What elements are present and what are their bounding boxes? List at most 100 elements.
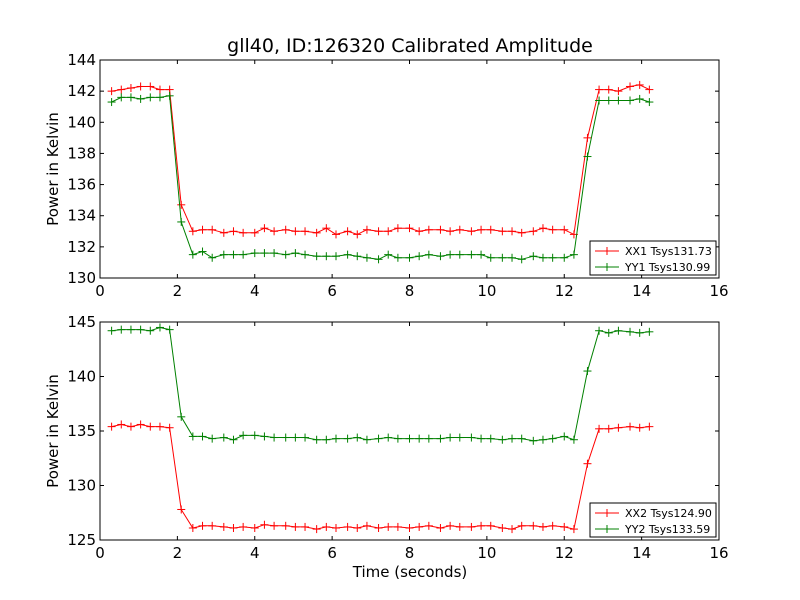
data-point <box>229 227 238 236</box>
data-point <box>250 228 259 237</box>
data-point <box>165 91 174 100</box>
data-point <box>229 524 238 533</box>
data-point <box>595 96 604 105</box>
data-point <box>529 252 538 261</box>
x-tick-label: 6 <box>327 282 337 300</box>
data-point <box>291 522 300 531</box>
data-point <box>635 328 644 337</box>
y-axis-label: Power in Kelvin <box>44 112 62 226</box>
data-point <box>270 433 279 442</box>
data-point <box>312 525 321 534</box>
data-point <box>146 422 155 431</box>
data-point <box>529 521 538 530</box>
data-point <box>188 524 197 533</box>
data-point <box>415 434 424 443</box>
x-tick-label: 0 <box>95 544 105 562</box>
data-point <box>384 250 393 259</box>
data-point <box>538 435 547 444</box>
data-point <box>635 80 644 89</box>
y-tick-label: 140 <box>67 113 96 131</box>
data-point <box>177 505 186 514</box>
data-point <box>208 225 217 234</box>
data-point <box>583 133 592 142</box>
data-point <box>239 228 248 237</box>
x-tick-label: 0 <box>95 282 105 300</box>
y-tick-label: 135 <box>67 422 96 440</box>
data-point <box>117 420 126 429</box>
legend-label: YY1 Tsys130.99 <box>624 261 710 274</box>
data-point <box>362 253 371 262</box>
data-point <box>424 250 433 259</box>
x-tick-label: 12 <box>555 544 574 562</box>
data-point <box>614 96 623 105</box>
data-point <box>436 524 445 533</box>
x-tick-label: 6 <box>327 544 337 562</box>
data-point <box>312 435 321 444</box>
data-point <box>198 432 207 441</box>
data-point <box>560 253 569 262</box>
data-point <box>415 252 424 261</box>
data-point <box>645 98 654 107</box>
data-point <box>219 250 228 259</box>
data-point <box>239 250 248 259</box>
data-point <box>508 525 517 534</box>
data-point <box>146 326 155 335</box>
data-point <box>569 250 578 259</box>
data-point <box>188 250 197 259</box>
data-point <box>353 252 362 261</box>
data-point <box>107 87 116 96</box>
data-point <box>405 434 414 443</box>
data-point <box>270 227 279 236</box>
data-point <box>107 422 116 431</box>
data-point <box>312 228 321 237</box>
data-point <box>281 521 290 530</box>
data-point <box>384 433 393 442</box>
data-point <box>455 225 464 234</box>
data-point <box>455 250 464 259</box>
data-point <box>260 520 269 529</box>
legend-box <box>589 502 717 538</box>
data-point <box>405 253 414 262</box>
data-point <box>446 250 455 259</box>
y-tick-label: 130 <box>67 269 96 287</box>
data-point <box>322 252 331 261</box>
data-point <box>486 521 495 530</box>
data-point <box>188 432 197 441</box>
data-point <box>560 522 569 531</box>
data-point <box>604 96 613 105</box>
data-point <box>107 326 116 335</box>
y-tick-label: 130 <box>67 477 96 495</box>
data-point <box>614 423 623 432</box>
data-point <box>595 85 604 94</box>
data-point <box>136 94 145 103</box>
data-point <box>508 253 517 262</box>
data-point <box>301 227 310 236</box>
data-point <box>353 230 362 239</box>
data-point <box>626 82 635 91</box>
data-point <box>117 85 126 94</box>
data-point <box>455 522 464 531</box>
data-point <box>126 325 135 334</box>
data-point <box>331 230 340 239</box>
data-point <box>291 227 300 236</box>
data-point <box>239 522 248 531</box>
data-point <box>424 521 433 530</box>
data-point <box>260 224 269 233</box>
data-point <box>250 524 259 533</box>
data-point <box>155 323 164 332</box>
data-point <box>604 424 613 433</box>
data-point <box>362 435 371 444</box>
data-point <box>508 227 517 236</box>
data-point <box>595 326 604 335</box>
data-point <box>136 420 145 429</box>
data-point <box>219 522 228 531</box>
data-point <box>626 96 635 105</box>
x-tick-label: 8 <box>405 282 415 300</box>
data-point <box>239 431 248 440</box>
x-tick-label: 2 <box>173 282 183 300</box>
data-point <box>362 521 371 530</box>
data-point <box>517 521 526 530</box>
data-point <box>486 253 495 262</box>
data-point <box>635 94 644 103</box>
data-point <box>198 247 207 256</box>
